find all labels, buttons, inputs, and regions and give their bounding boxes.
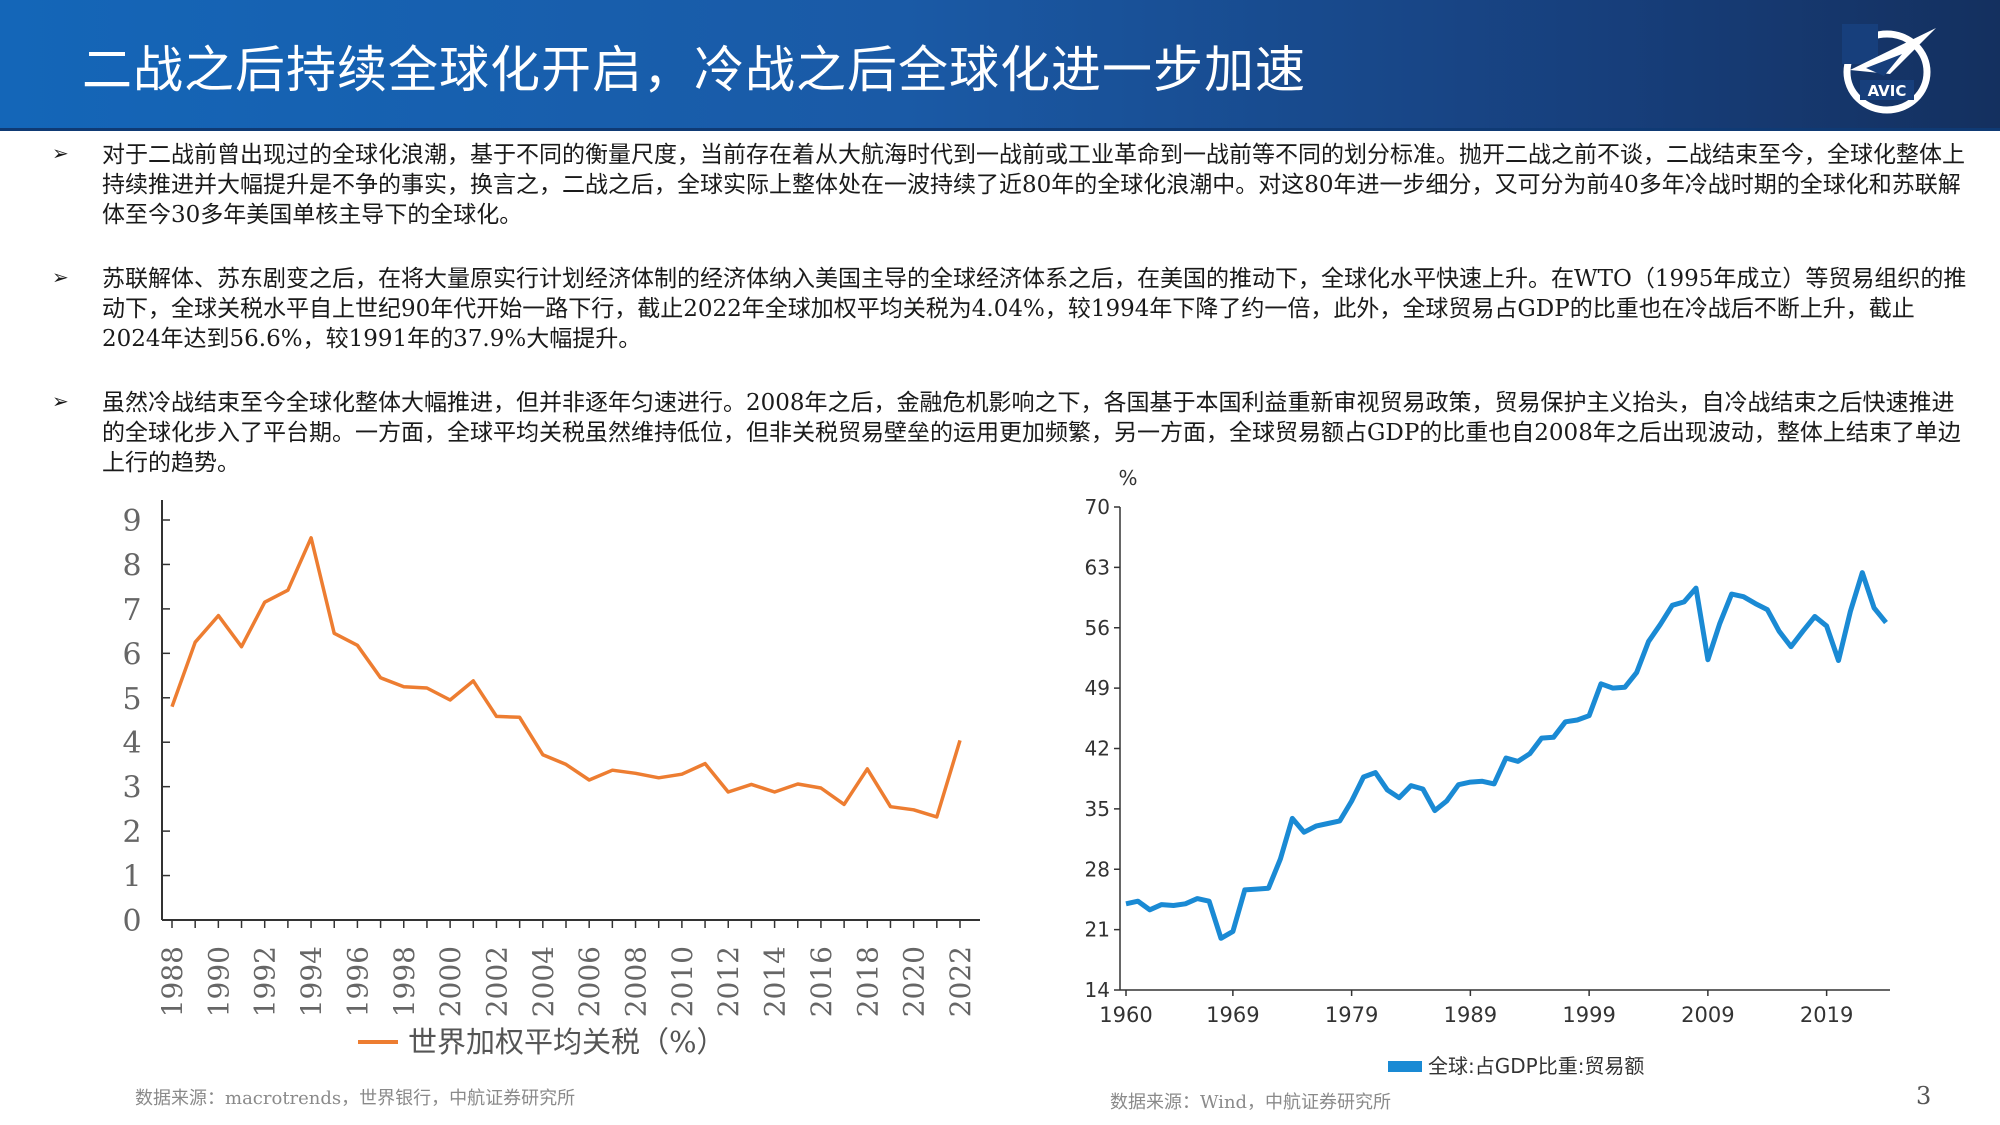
x-tick-label: 1992 <box>249 946 282 1017</box>
y-tick-label: 0 <box>122 904 141 939</box>
y-tick-label: 7 <box>122 593 141 628</box>
legend-swatch <box>1388 1061 1422 1072</box>
avic-plane-logo: AVIC <box>1842 24 1936 114</box>
source-note-left: 数据来源：macrotrends，世界银行，中航证券研究所 <box>135 1088 576 1109</box>
x-tick-label: 2022 <box>944 946 977 1017</box>
bullet-arrow-icon: ➢ <box>52 265 69 289</box>
x-tick-label: 2012 <box>712 946 745 1017</box>
x-tick-label: 2000 <box>434 946 467 1017</box>
x-tick-label: 2020 <box>898 946 931 1017</box>
x-tick-label: 2009 <box>1681 1003 1734 1027</box>
legend-label: 全球:占GDP比重:贸易额 <box>1428 1054 1644 1078</box>
y-tick-label: 6 <box>122 637 141 672</box>
y-tick-label: 63 <box>1085 555 1110 579</box>
x-tick-label: 2008 <box>620 946 653 1017</box>
x-tick-label: 2004 <box>527 946 560 1017</box>
x-tick-label: 2019 <box>1800 1003 1853 1027</box>
legend-label: 世界加权平均关税（%） <box>408 1025 726 1059</box>
x-tick-label: 1999 <box>1562 1003 1615 1027</box>
bullet-arrow-icon: ➢ <box>52 141 69 165</box>
y-tick-label: 14 <box>1085 978 1110 1002</box>
x-tick-label: 1989 <box>1444 1003 1497 1027</box>
y-tick-label: 21 <box>1085 918 1110 942</box>
header-divider <box>0 128 2000 131</box>
y-tick-label: 1 <box>122 860 141 895</box>
tariff-chart: 0 1 2 3 4 5 6 7 8 9 1988 1990 1992 1994 1996 1998 2000 20… <box>122 500 980 1059</box>
bullet-item: ➢ 虽然冷战结束至今全球化整体大幅推进，但并非逐年匀速进行。2008年之后，金融… <box>52 388 1972 478</box>
x-tick-label: 1996 <box>341 946 374 1017</box>
page-title: 二战之后持续全球化开启，冷战之后全球化进一步加速 <box>82 41 1306 99</box>
x-tick-label: 2002 <box>480 946 513 1017</box>
y-tick-label: 3 <box>122 771 141 806</box>
y-tick-label: 4 <box>122 726 141 761</box>
x-tick-label: 1969 <box>1206 1003 1259 1027</box>
y-unit-label: % <box>1118 466 1137 490</box>
y-tick-label: 56 <box>1085 616 1110 640</box>
x-tick-label: 2016 <box>805 946 838 1017</box>
page-number: 3 <box>1916 1082 1932 1110</box>
x-tick-label: 1960 <box>1099 1003 1152 1027</box>
x-tick-label: 1979 <box>1325 1003 1378 1027</box>
y-tick-label: 2 <box>122 815 141 850</box>
bullet-item: ➢ 对于二战前曾出现过的全球化浪潮，基于不同的衡量尺度，当前存在着从大航海时代到… <box>52 140 1972 230</box>
y-tick-label: 35 <box>1085 797 1110 821</box>
y-tick-label: 70 <box>1085 495 1110 519</box>
bullet-arrow-icon: ➢ <box>52 389 69 413</box>
x-tick-label: 2006 <box>573 946 606 1017</box>
x-tick-label: 2018 <box>851 946 884 1017</box>
x-tick-label: 1994 <box>295 946 328 1017</box>
trade-series-line <box>1125 570 1888 941</box>
source-note-right: 数据来源：Wind，中航证券研究所 <box>1110 1092 1392 1113</box>
y-tick-label: 42 <box>1085 737 1110 761</box>
bullet-item: ➢ 苏联解体、苏东剧变之后，在将大量原实行计划经济体制的经济体纳入美国主导的全球… <box>52 264 1972 354</box>
x-tick-label: 1998 <box>388 946 421 1017</box>
y-tick-label: 28 <box>1085 857 1110 881</box>
x-tick-label: 2014 <box>759 946 792 1017</box>
x-tick-label: 1988 <box>156 946 189 1017</box>
bullet-text: 对于二战前曾出现过的全球化浪潮，基于不同的衡量尺度，当前存在着从大航海时代到一战… <box>102 142 1965 228</box>
trade-gdp-chart: % 14 21 28 35 42 49 56 63 70 1960 1969 1979 1989 1999 2… <box>1085 466 1890 1078</box>
y-tick-label: 9 <box>122 504 141 539</box>
x-tick-label: 2010 <box>666 946 699 1017</box>
x-tick-label: 1990 <box>202 946 235 1017</box>
y-tick-label: 5 <box>122 682 141 717</box>
y-tick-label: 8 <box>122 548 141 583</box>
y-tick-label: 49 <box>1085 676 1110 700</box>
bullet-text: 苏联解体、苏东剧变之后，在将大量原实行计划经济体制的经济体纳入美国主导的全球经济… <box>102 266 1967 352</box>
header-bar <box>0 0 2000 128</box>
logo-text: AVIC <box>1868 82 1907 100</box>
bullet-text: 虽然冷战结束至今全球化整体大幅推进，但并非逐年匀速进行。2008年之后，金融危机… <box>102 390 1961 476</box>
bullet-list: ➢ 对于二战前曾出现过的全球化浪潮，基于不同的衡量尺度，当前存在着从大航海时代到… <box>52 140 1972 512</box>
tariff-series-line <box>170 536 962 819</box>
